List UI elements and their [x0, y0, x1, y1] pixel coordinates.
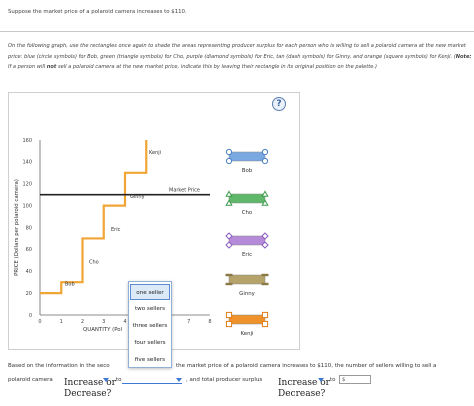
dropdown-option[interactable]: five sellers [134, 357, 166, 363]
palette-label: Kenji [241, 331, 254, 337]
square-marker-icon [261, 311, 269, 319]
dropdown-option[interactable]: three sellers [132, 323, 168, 329]
dropdown-option[interactable]: two sellers [134, 306, 166, 312]
sellers-count-select[interactable] [122, 383, 182, 384]
palette-label: Ginny [239, 291, 256, 297]
circle-marker-icon [261, 157, 269, 165]
to-label: to [330, 377, 336, 383]
diamond-marker-icon [261, 232, 269, 240]
circle-marker-icon [261, 148, 269, 156]
dash-marker-icon [225, 282, 233, 286]
diamond-marker-icon [225, 241, 233, 249]
select-text-line1: Increase or [278, 378, 330, 388]
square-marker-icon [225, 320, 233, 328]
total-ps-label: , and total producer surplus [186, 377, 263, 383]
to-label: to [116, 377, 122, 383]
x-tick-label: 4 [123, 319, 126, 325]
dropdown-option[interactable]: one seller [130, 284, 170, 300]
triangle-marker-icon [261, 199, 269, 206]
palette-rect-cho [228, 193, 266, 204]
chevron-down-icon[interactable] [318, 378, 324, 382]
supply-curve [40, 140, 148, 295]
triangle-marker-icon [225, 199, 233, 206]
footer-sentence-start: Based on the information in the seco [8, 363, 110, 369]
dash-marker-icon [261, 273, 269, 277]
chevron-down-icon[interactable] [176, 378, 182, 382]
dash-marker-icon [261, 282, 269, 286]
palette-label: Eric [242, 252, 252, 258]
surplus-change-select[interactable]: Increase or Decrease? [278, 378, 330, 399]
x-tick-label: 1 [60, 319, 63, 325]
y-axis-label: PRICE (Dollars per polaroid camera) [14, 179, 20, 276]
x-tick-label: 2 [81, 319, 84, 325]
triangle-marker-icon [225, 190, 233, 197]
y-tick-label: 160 [22, 138, 32, 144]
x-tick-label: 8 [208, 319, 211, 325]
divider [0, 31, 474, 32]
supply-graph: 160140120100806040200012345678PRICE (Dol… [14, 138, 269, 337]
select-text-line2: Decrease? [64, 389, 112, 399]
step-label: Kenji [149, 150, 161, 156]
circle-marker-icon [225, 157, 233, 165]
footer-sentence-continued: the market price of a polaroid camera in… [176, 363, 437, 369]
problem-header: Suppose the market price of a polaroid c… [8, 9, 187, 15]
y-tick-label: 0 [29, 313, 32, 319]
y-tick-label: 20 [26, 291, 32, 297]
help-button[interactable]: ? [272, 97, 286, 111]
palette-rect-bob [228, 151, 266, 162]
x-tick-label: 3 [102, 319, 105, 325]
x-tick-label: 7 [187, 319, 190, 325]
x-axis-label: QUANTITY (Pol [83, 327, 122, 333]
y-tick-label: 140 [22, 160, 32, 166]
select-text-line2: Decrease? [278, 389, 326, 399]
sellers-change-select[interactable]: Increase or Decrease? [64, 378, 116, 399]
surplus-amount-input[interactable]: $ [339, 375, 371, 384]
select-text-line1: Increase or [64, 378, 116, 388]
diamond-marker-icon [225, 232, 233, 240]
step-label: Eric [111, 227, 121, 233]
dash-marker-icon [225, 273, 233, 277]
step-label: Bob [65, 281, 75, 287]
step-label: Ginny [130, 194, 145, 200]
market-price-label: Market Price [169, 188, 200, 194]
palette-label: Cho [242, 210, 252, 216]
y-tick-label: 80 [26, 225, 32, 231]
palette-rect-ginny [228, 274, 266, 285]
y-tick-label: 40 [26, 269, 32, 275]
step-label: Cho [89, 260, 99, 266]
palette-label: Bob [242, 168, 253, 174]
triangle-marker-icon [261, 190, 269, 197]
y-tick-label: 120 [22, 182, 32, 188]
chevron-down-icon[interactable] [103, 378, 109, 382]
y-tick-label: 60 [26, 247, 32, 253]
footer-polaroid-label: polaroid camera [8, 377, 53, 383]
x-tick-label: 0 [38, 319, 41, 325]
square-marker-icon [261, 320, 269, 328]
square-marker-icon [225, 311, 233, 319]
diamond-marker-icon [261, 241, 269, 249]
circle-marker-icon [225, 148, 233, 156]
dropdown-option[interactable]: four sellers [134, 340, 166, 346]
palette-rect-kenji [228, 314, 266, 325]
instructions: On the following graph, use the rectangl… [8, 43, 472, 70]
sellers-dropdown-list[interactable]: one seller two sellers three sellers four s… [128, 281, 172, 368]
y-tick-label: 100 [22, 203, 32, 209]
palette-rect-eric [228, 235, 266, 246]
